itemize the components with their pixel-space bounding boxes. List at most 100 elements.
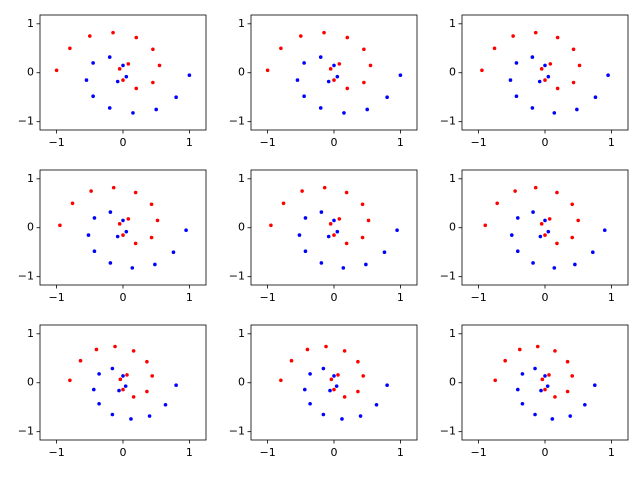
x-tick-label: −1 bbox=[259, 446, 275, 459]
scatter-point bbox=[97, 372, 101, 376]
scatter-point bbox=[121, 63, 125, 68]
y-tick-label: −1 bbox=[18, 425, 34, 438]
scatter-point bbox=[115, 234, 120, 239]
scatter-point bbox=[514, 61, 519, 65]
scatter-point bbox=[360, 202, 365, 207]
scatter-point bbox=[573, 262, 577, 267]
scatter-point bbox=[322, 185, 327, 190]
scatter-point bbox=[575, 107, 579, 112]
scatter-point bbox=[548, 62, 553, 66]
scatter-point bbox=[147, 414, 152, 418]
y-tick-label: 1 bbox=[238, 327, 245, 340]
scatter-point bbox=[133, 190, 138, 195]
scatter-point bbox=[571, 47, 576, 52]
scatter-point bbox=[129, 417, 133, 421]
scatter-point bbox=[517, 347, 522, 352]
x-tick-label: 0 bbox=[331, 291, 338, 304]
x-tick-label: −1 bbox=[259, 291, 275, 304]
scatter-point bbox=[565, 389, 570, 394]
x-tick-label: 0 bbox=[542, 446, 549, 459]
x-tick-label: 0 bbox=[331, 446, 338, 459]
scatter-point bbox=[88, 34, 92, 38]
scatter-point bbox=[537, 79, 542, 84]
scatter-point bbox=[547, 217, 552, 221]
scatter-point bbox=[153, 262, 157, 267]
scatter-point bbox=[332, 374, 336, 378]
scatter-point bbox=[328, 67, 333, 71]
scatter-point bbox=[593, 95, 598, 100]
scatter-point bbox=[302, 387, 307, 392]
scatter-point bbox=[324, 344, 328, 349]
scatter-point bbox=[108, 261, 113, 265]
axes-frame bbox=[250, 324, 418, 441]
axes-frame bbox=[39, 324, 207, 441]
scatter-point bbox=[555, 35, 560, 40]
x-tick-label: 1 bbox=[608, 446, 615, 459]
scatter-point bbox=[606, 73, 610, 77]
y-tick-label: 1 bbox=[27, 327, 34, 340]
scatter-point bbox=[318, 106, 323, 110]
y-tick-label: 0 bbox=[238, 221, 245, 234]
scatter-point bbox=[145, 359, 149, 364]
y-tick-label: 1 bbox=[449, 172, 456, 185]
scatter-point bbox=[398, 73, 403, 77]
scatter-point bbox=[547, 373, 551, 377]
y-tick-label: 0 bbox=[449, 376, 456, 389]
scatter-point bbox=[328, 222, 333, 226]
scatter-point bbox=[515, 249, 520, 254]
scatter-point bbox=[125, 373, 129, 377]
scatter-point bbox=[503, 358, 507, 363]
scatter-point bbox=[555, 241, 559, 246]
scatter-point bbox=[356, 359, 360, 364]
scatter-point bbox=[483, 223, 488, 228]
y-tick-label: −1 bbox=[229, 425, 245, 438]
y-tick-label: −1 bbox=[440, 270, 456, 283]
scatter-point bbox=[514, 94, 519, 99]
scatter-point bbox=[332, 63, 336, 68]
scatter-point bbox=[97, 401, 101, 406]
scatter-point bbox=[131, 395, 136, 399]
scatter-point bbox=[358, 414, 363, 418]
y-tick-label: 0 bbox=[449, 221, 456, 234]
scatter-point bbox=[150, 374, 155, 378]
x-tick-label: 1 bbox=[608, 136, 615, 149]
scatter-point bbox=[332, 218, 336, 223]
scatter-point bbox=[117, 222, 122, 226]
scatter-point bbox=[602, 228, 607, 232]
scatter-point bbox=[577, 63, 582, 68]
scatter-point bbox=[515, 387, 520, 392]
scatter-point bbox=[332, 78, 336, 82]
scatter-point bbox=[171, 250, 176, 255]
scatter-point bbox=[124, 74, 129, 79]
axes-frame bbox=[250, 14, 418, 131]
scatter-point bbox=[570, 235, 575, 240]
scatter-point bbox=[279, 378, 283, 383]
scatter-point bbox=[385, 95, 389, 100]
scatter-point bbox=[583, 402, 587, 407]
scatter-point bbox=[265, 68, 270, 73]
scatter-point bbox=[151, 47, 155, 52]
scatter-point bbox=[553, 349, 557, 353]
scatter-point bbox=[539, 388, 543, 393]
scatter-point bbox=[54, 68, 59, 73]
scatter-point bbox=[121, 233, 125, 237]
scatter-point bbox=[174, 383, 178, 387]
scatter-point bbox=[113, 344, 117, 349]
scatter-point bbox=[326, 79, 331, 84]
y-tick-label: 1 bbox=[449, 17, 456, 30]
scatter-point bbox=[302, 61, 306, 65]
scatter-point bbox=[535, 344, 540, 349]
scatter-point bbox=[305, 347, 310, 352]
scatter-point bbox=[115, 79, 120, 84]
scatter-point bbox=[91, 387, 96, 392]
y-tick-label: 0 bbox=[27, 376, 34, 389]
scatter-point bbox=[533, 185, 538, 190]
scatter-point bbox=[531, 261, 535, 265]
scatter-point bbox=[513, 189, 517, 193]
scatter-point bbox=[593, 383, 597, 387]
scatter-point bbox=[539, 67, 544, 71]
scatter-point bbox=[570, 202, 575, 207]
scatter-point bbox=[337, 62, 342, 66]
axes-frame bbox=[461, 169, 629, 286]
